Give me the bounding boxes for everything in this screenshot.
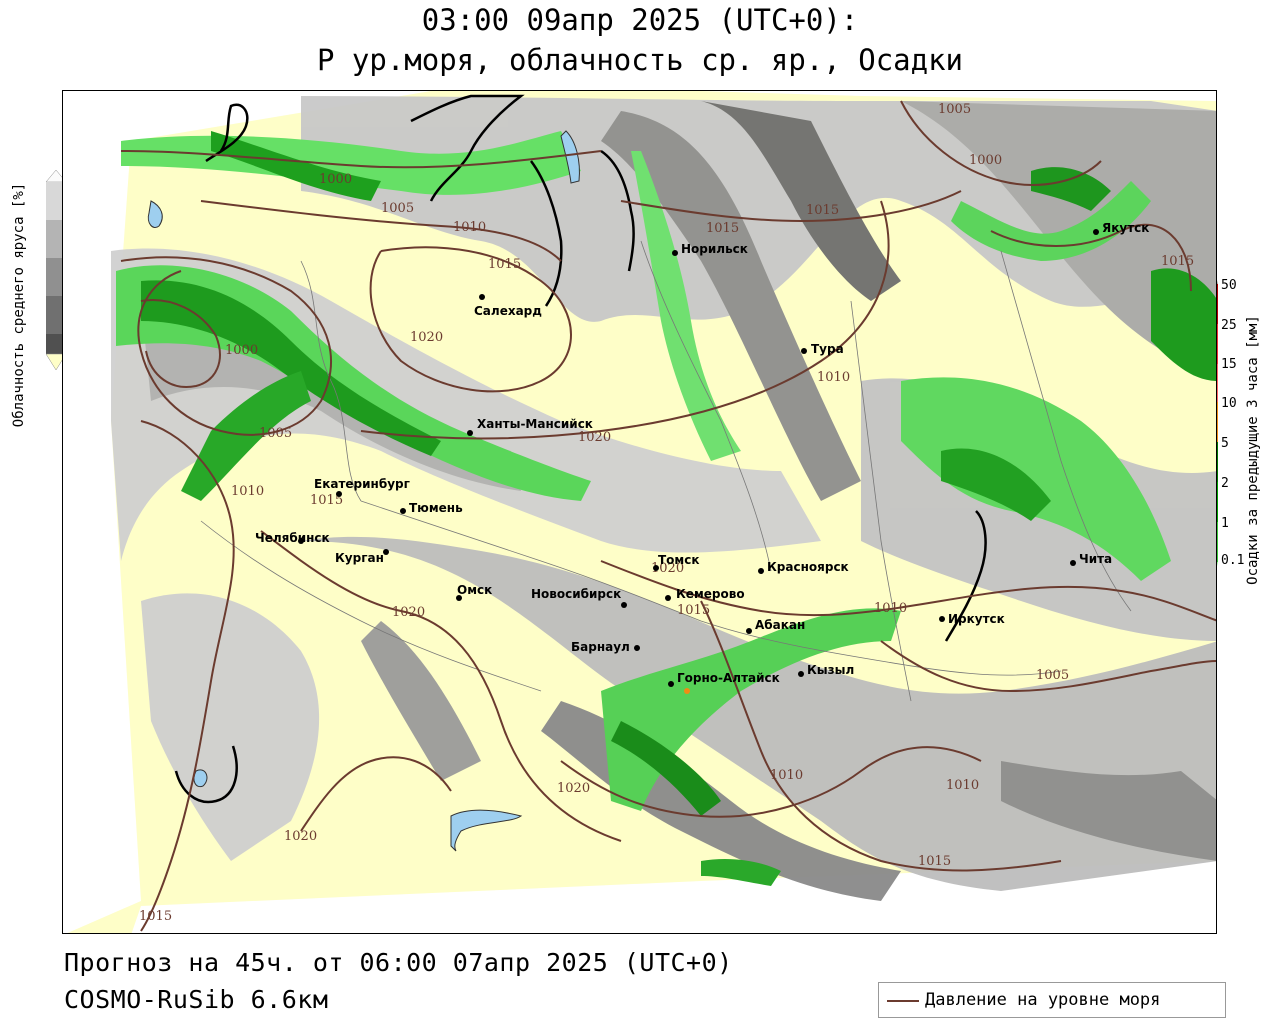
city-label: Кызыл [807, 663, 854, 677]
map-title-time: 03:00 09апр 2025 (UTC+0): [421, 3, 859, 37]
cloud-colorbar [46, 170, 66, 371]
isobar-label: 1010 [453, 220, 486, 235]
pressure-legend-line [887, 1000, 919, 1002]
isobar-label: 1005 [1036, 668, 1069, 683]
coast-layer [174, 94, 987, 804]
cloud-color-50 [46, 258, 66, 296]
isobar-label: 1005 [938, 102, 971, 117]
isobar-label: 1015 [139, 909, 172, 924]
precip-layer [116, 131, 1216, 886]
isobar-label: 1005 [259, 426, 292, 441]
isobar-label: 1015 [1161, 254, 1194, 269]
precip-tick: 50 [1221, 278, 1237, 293]
city-label: Омск [457, 583, 492, 597]
city-label: Абакан [755, 618, 805, 632]
city-label: Курган [335, 551, 384, 565]
isobar-label: 1015 [918, 854, 951, 869]
city-label: Чита [1079, 552, 1112, 566]
cloud-color-30 [46, 296, 66, 334]
city-label: Салехард [474, 304, 542, 318]
city-label: Ханты-Мансийск [477, 417, 593, 431]
isobar-label: 1000 [225, 343, 258, 358]
city-label: Норильск [681, 242, 748, 256]
city-label: Тура [811, 342, 844, 356]
precip-colorbar-title: Осадки за предыдущие 3 часа [мм] [1245, 315, 1261, 585]
precip-tick: 2 [1221, 476, 1229, 491]
isobar-label: 1010 [770, 768, 803, 783]
isobar-label: 1015 [806, 203, 839, 218]
isobar-label: 1020 [410, 330, 443, 345]
city-label: Якутск [1102, 221, 1149, 235]
city-label: Иркутск [948, 612, 1005, 626]
city-label: Тюмень [409, 501, 463, 515]
isobar-label: 1000 [969, 153, 1002, 168]
precip-tick: 0.1 [1221, 553, 1245, 568]
isobar-label: 1015 [706, 221, 739, 236]
forecast-info: Прогноз на 45ч. от 06:00 07апр 2025 (UTC… [64, 948, 733, 977]
isobar-label: 1015 [310, 493, 343, 508]
cloud-color-70 [46, 220, 66, 258]
city-label: Горно-Алтайск [677, 671, 780, 685]
isobar-label: 1020 [651, 561, 684, 576]
precip-tick: 15 [1221, 357, 1237, 372]
map-canvas: 1005 1000 1015 1015 1005 1010 1015 1000 … [63, 91, 1216, 933]
city-layer: Якутск Норильск Салехард Тура Ханты-Манс… [255, 221, 1149, 687]
isobar-label: 1020 [557, 781, 590, 796]
pressure-legend-label: Давление на уровне моря [925, 990, 1161, 1010]
isobar-label: 1015 [488, 257, 521, 272]
isobar-label: 1010 [817, 370, 850, 385]
cloud-colorbar-title: Облачность среднего яруса [%] [11, 182, 27, 428]
weather-map[interactable]: 1005 1000 1015 1015 1005 1010 1015 1000 … [62, 90, 1217, 934]
city-label: Новосибирск [531, 587, 621, 601]
precip-tick: 1 [1221, 516, 1229, 531]
city-label: Екатеринбург [314, 477, 410, 491]
isobar-label: 1015 [677, 603, 710, 618]
precip-tick: 5 [1221, 436, 1229, 451]
cloud-color-10 [46, 334, 66, 354]
map-title-fields: P ур.моря, облачность ср. яр., Осадки [316, 43, 963, 77]
water-layer [147, 130, 580, 852]
city-label: Барнаул [571, 640, 630, 654]
pressure-legend: Давление на уровне моря [878, 982, 1226, 1018]
precip-tick: 25 [1221, 318, 1237, 333]
isobar-labels: 1005 1000 1015 1015 1005 1010 1015 1000 … [139, 102, 1194, 924]
precip-tick: 10 [1221, 396, 1237, 411]
border-layer [200, 240, 1132, 702]
isobar-label: 1010 [231, 484, 264, 499]
isobar-label: 1020 [392, 605, 425, 620]
isobar-label: 1010 [874, 601, 907, 616]
city-label: Томск [658, 553, 700, 567]
isobar-label: 1005 [381, 201, 414, 216]
isobar-label: 1010 [946, 778, 979, 793]
city-label: Челябинск [255, 531, 330, 545]
isobar-label: 1000 [319, 172, 352, 187]
isobar-label: 1020 [578, 430, 611, 445]
city-label: Красноярск [767, 560, 849, 574]
city-label: Кемерово [676, 587, 745, 601]
model-name: COSMO-RuSib 6.6км [64, 985, 329, 1014]
cloud-color-90 [46, 182, 66, 220]
isobar-label: 1020 [284, 829, 317, 844]
isobar-layer [120, 100, 1216, 932]
